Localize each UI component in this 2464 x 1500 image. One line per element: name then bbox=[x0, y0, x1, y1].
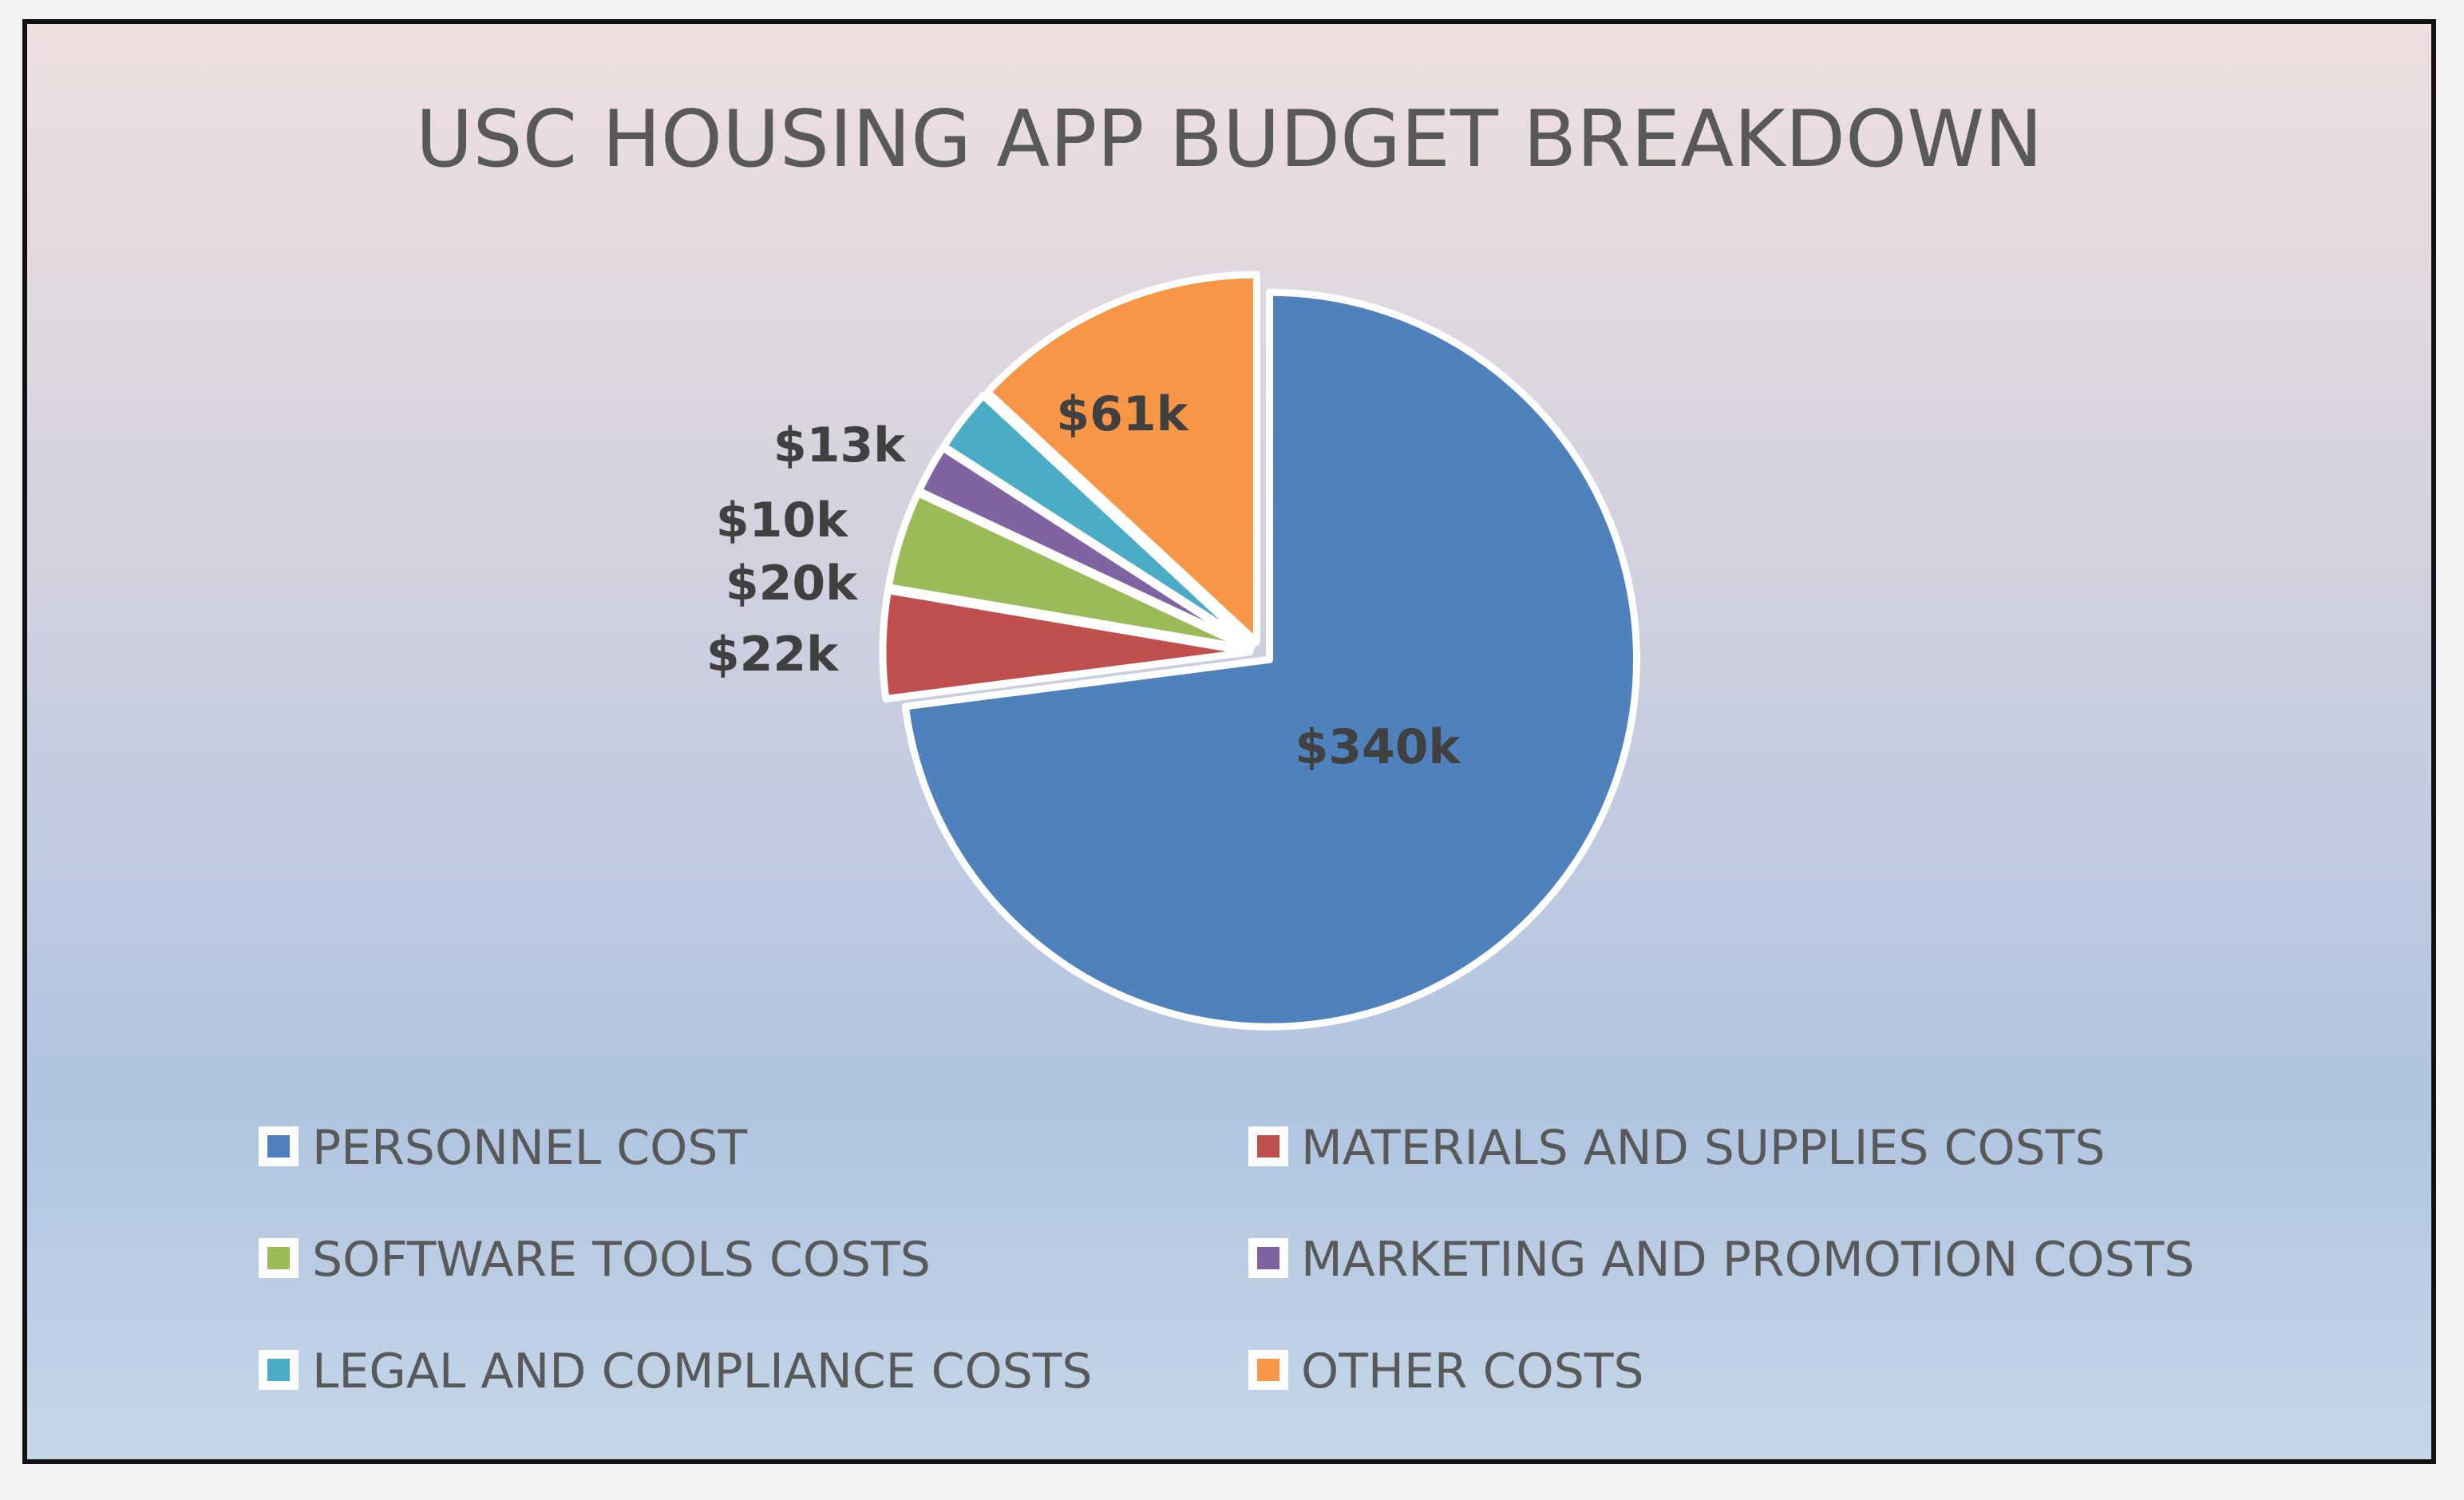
legend-swatch-fill-personnel bbox=[267, 1135, 290, 1158]
pie-chart: USC HOUSING APP BUDGET BREAKDOWN $340k $… bbox=[259, 94, 2194, 1399]
legend-swatch-fill-other bbox=[1257, 1359, 1279, 1381]
pie-slices bbox=[879, 271, 1640, 1031]
legend-item-personnel: PERSONNEL COST bbox=[259, 1120, 747, 1176]
legend-label-materials: MATERIALS AND SUPPLIES COSTS bbox=[1301, 1120, 2105, 1176]
pie-slice-other bbox=[983, 271, 1260, 646]
legend-label-other: OTHER COSTS bbox=[1301, 1344, 1644, 1399]
slice-labels: $340k $22k $20k $10k $13k $61k bbox=[706, 386, 1462, 775]
pie-slice-legal bbox=[939, 391, 1256, 649]
legend-label-legal: LEGAL AND COMPLIANCE COSTS bbox=[312, 1344, 1093, 1399]
legend-item-legal: LEGAL AND COMPLIANCE COSTS bbox=[259, 1344, 1093, 1399]
slice-label-marketing: $10k bbox=[716, 493, 849, 548]
legend-item-other: OTHER COSTS bbox=[1248, 1344, 1644, 1399]
slice-label-other: $61k bbox=[1056, 386, 1189, 442]
legend-label-marketing: MARKETING AND PROMOTION COSTS bbox=[1301, 1232, 2194, 1288]
legend-label-software: SOFTWARE TOOLS COSTS bbox=[312, 1232, 931, 1288]
legend: PERSONNEL COST MATERIALS AND SUPPLIES CO… bbox=[259, 1120, 2194, 1399]
legend-item-materials: MATERIALS AND SUPPLIES COSTS bbox=[1248, 1120, 2105, 1176]
slice-label-personnel: $340k bbox=[1295, 719, 1462, 775]
pie-slice-personnel bbox=[901, 288, 1640, 1031]
slice-label-materials: $22k bbox=[706, 627, 840, 683]
legend-swatch-fill-marketing bbox=[1257, 1247, 1279, 1269]
legend-item-software: SOFTWARE TOOLS COSTS bbox=[259, 1232, 931, 1288]
slice-label-software: $20k bbox=[726, 556, 859, 611]
legend-label-personnel: PERSONNEL COST bbox=[312, 1120, 747, 1176]
legend-swatch-fill-software bbox=[267, 1247, 290, 1269]
chart-title: USC HOUSING APP BUDGET BREAKDOWN bbox=[416, 94, 2043, 185]
chart-frame: USC HOUSING APP BUDGET BREAKDOWN $340k $… bbox=[22, 19, 2436, 1464]
slice-label-legal: $13k bbox=[773, 418, 907, 473]
legend-swatch-fill-legal bbox=[267, 1359, 290, 1381]
legend-item-marketing: MARKETING AND PROMOTION COSTS bbox=[1248, 1232, 2194, 1288]
legend-swatch-fill-materials bbox=[1257, 1135, 1279, 1158]
